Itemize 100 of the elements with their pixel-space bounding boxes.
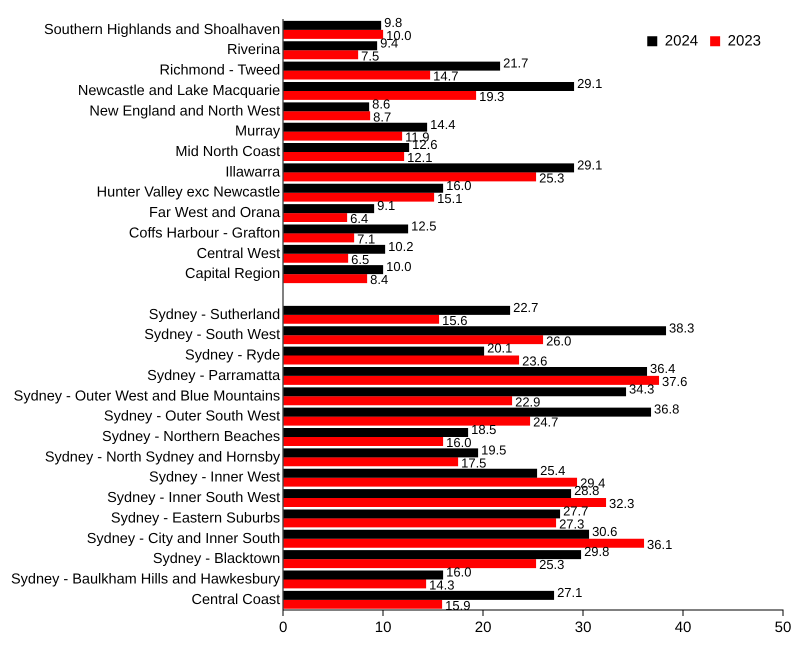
bar <box>284 70 430 80</box>
bar <box>284 152 404 161</box>
y-tick-label: Sydney - Eastern Suburbs <box>110 510 280 526</box>
data-label: 16.0 <box>446 178 472 193</box>
data-label: 8.7 <box>373 109 392 124</box>
bar <box>284 274 368 284</box>
y-tick-label: Riverina <box>226 42 282 58</box>
y-tick-label: Coffs Harbour - Grafton <box>128 225 280 242</box>
data-label: 30.6 <box>592 524 618 539</box>
y-tick-label: Sydney - Northern Beaches <box>102 428 280 445</box>
bar <box>284 436 444 446</box>
data-label: 18.5 <box>471 422 496 438</box>
data-label: 10.0 <box>386 259 412 274</box>
y-tick-label: Sydney - Ryde <box>185 348 280 364</box>
bar <box>284 457 458 466</box>
bar <box>284 172 536 182</box>
data-label: 27.3 <box>559 516 584 532</box>
y-tick-label: Sydney - City and Inner South <box>86 530 280 547</box>
y-tick-label: Far West and Orana <box>149 205 282 222</box>
data-label: 7.1 <box>357 231 376 246</box>
data-label: 36.4 <box>650 361 676 376</box>
data-label: 32.3 <box>609 496 634 512</box>
data-label: 14.3 <box>429 578 454 593</box>
y-tick-label: Sydney - Outer South West <box>104 408 280 425</box>
data-label: 14.4 <box>430 116 456 132</box>
data-label: 25.3 <box>539 557 564 572</box>
bar <box>284 356 520 365</box>
data-label: 10.2 <box>388 238 414 254</box>
y-tick-label: Southern Highlands and Shoalhaven <box>44 22 280 38</box>
data-label: 19.5 <box>481 442 506 458</box>
bar <box>284 518 556 528</box>
y-tick-label: New England and North West <box>89 103 280 120</box>
y-tick-label: Sydney - South West <box>144 327 280 344</box>
y-tick-label: Sydney - Sutherland <box>148 306 280 323</box>
bar <box>284 233 354 242</box>
data-label: 6.5 <box>351 252 370 267</box>
y-tick-label: Sydney - North Sydney and Hornsby <box>44 449 281 466</box>
bar <box>284 314 440 324</box>
y-tick-label: Mid North Coast <box>175 144 280 160</box>
data-label: 16.0 <box>446 564 472 580</box>
data-label: 14.7 <box>433 68 458 84</box>
data-label: 36.8 <box>654 402 680 417</box>
y-tick-label: Hunter Valley exc Newcastle <box>96 184 280 201</box>
data-label: 29.8 <box>584 544 610 560</box>
bar <box>284 559 536 568</box>
x-tick-label: 0 <box>279 619 288 636</box>
bar <box>284 579 426 588</box>
y-tick-label: Murray <box>235 124 281 140</box>
data-label: 17.5 <box>461 455 486 470</box>
y-tick-label: Sydney - Outer West and Blue Mountains <box>14 388 280 404</box>
y-tick-label: Newcastle and Lake Macquarie <box>78 82 280 99</box>
bar <box>284 600 442 609</box>
bar <box>284 538 644 548</box>
data-label: 38.3 <box>669 320 694 336</box>
y-tick-label: Sydney - Baulkham Hills and Hawkesbury <box>11 571 281 588</box>
bar <box>284 498 606 508</box>
x-tick-label: 50 <box>774 619 792 636</box>
legend-label: 2023 <box>728 32 762 50</box>
data-label: 29.1 <box>577 76 602 92</box>
y-tick-label: Sydney - Inner South West <box>107 490 280 506</box>
data-label: 34.3 <box>629 381 654 396</box>
legend-label: 2024 <box>664 32 698 50</box>
data-label: 19.3 <box>479 89 504 104</box>
data-label: 12.5 <box>411 218 436 234</box>
bar <box>284 111 370 120</box>
bar <box>284 335 544 344</box>
bar <box>284 30 384 39</box>
data-label: 27.1 <box>557 584 582 600</box>
data-label: 7.5 <box>361 48 380 64</box>
bar <box>284 50 358 60</box>
y-tick-label: Capital Region <box>185 266 280 282</box>
data-label: 22.9 <box>515 394 540 410</box>
y-tick-label: Sydney - Inner West <box>149 470 280 486</box>
data-label: 9.1 <box>377 198 396 214</box>
bar <box>284 416 530 426</box>
y-tick-label: Sydney - Parramatta <box>147 368 282 384</box>
data-label: 36.1 <box>647 536 672 552</box>
bar <box>284 478 578 487</box>
data-label: 9.8 <box>384 14 402 30</box>
bar <box>284 213 348 222</box>
x-tick-label: 20 <box>474 619 492 636</box>
y-tick-label: Richmond - Tweed <box>160 62 280 79</box>
data-label: 25.3 <box>539 170 564 186</box>
bar <box>284 254 348 263</box>
data-label: 12.1 <box>407 150 432 166</box>
data-label: 16.0 <box>446 435 472 450</box>
bar <box>284 396 512 406</box>
data-label: 27.7 <box>563 504 588 518</box>
bar <box>284 192 434 202</box>
x-tick-label: 10 <box>374 619 392 636</box>
data-label: 6.4 <box>350 211 368 226</box>
data-label: 21.7 <box>503 56 528 71</box>
y-tick-label: Central Coast <box>192 592 280 608</box>
bar <box>284 132 402 141</box>
data-label: 25.4 <box>540 462 566 478</box>
x-tick-label: 40 <box>674 619 692 636</box>
data-label: 24.7 <box>533 414 558 430</box>
y-tick-label: Illawarra <box>225 164 282 180</box>
data-label: 23.6 <box>522 354 548 369</box>
bar <box>284 90 476 100</box>
